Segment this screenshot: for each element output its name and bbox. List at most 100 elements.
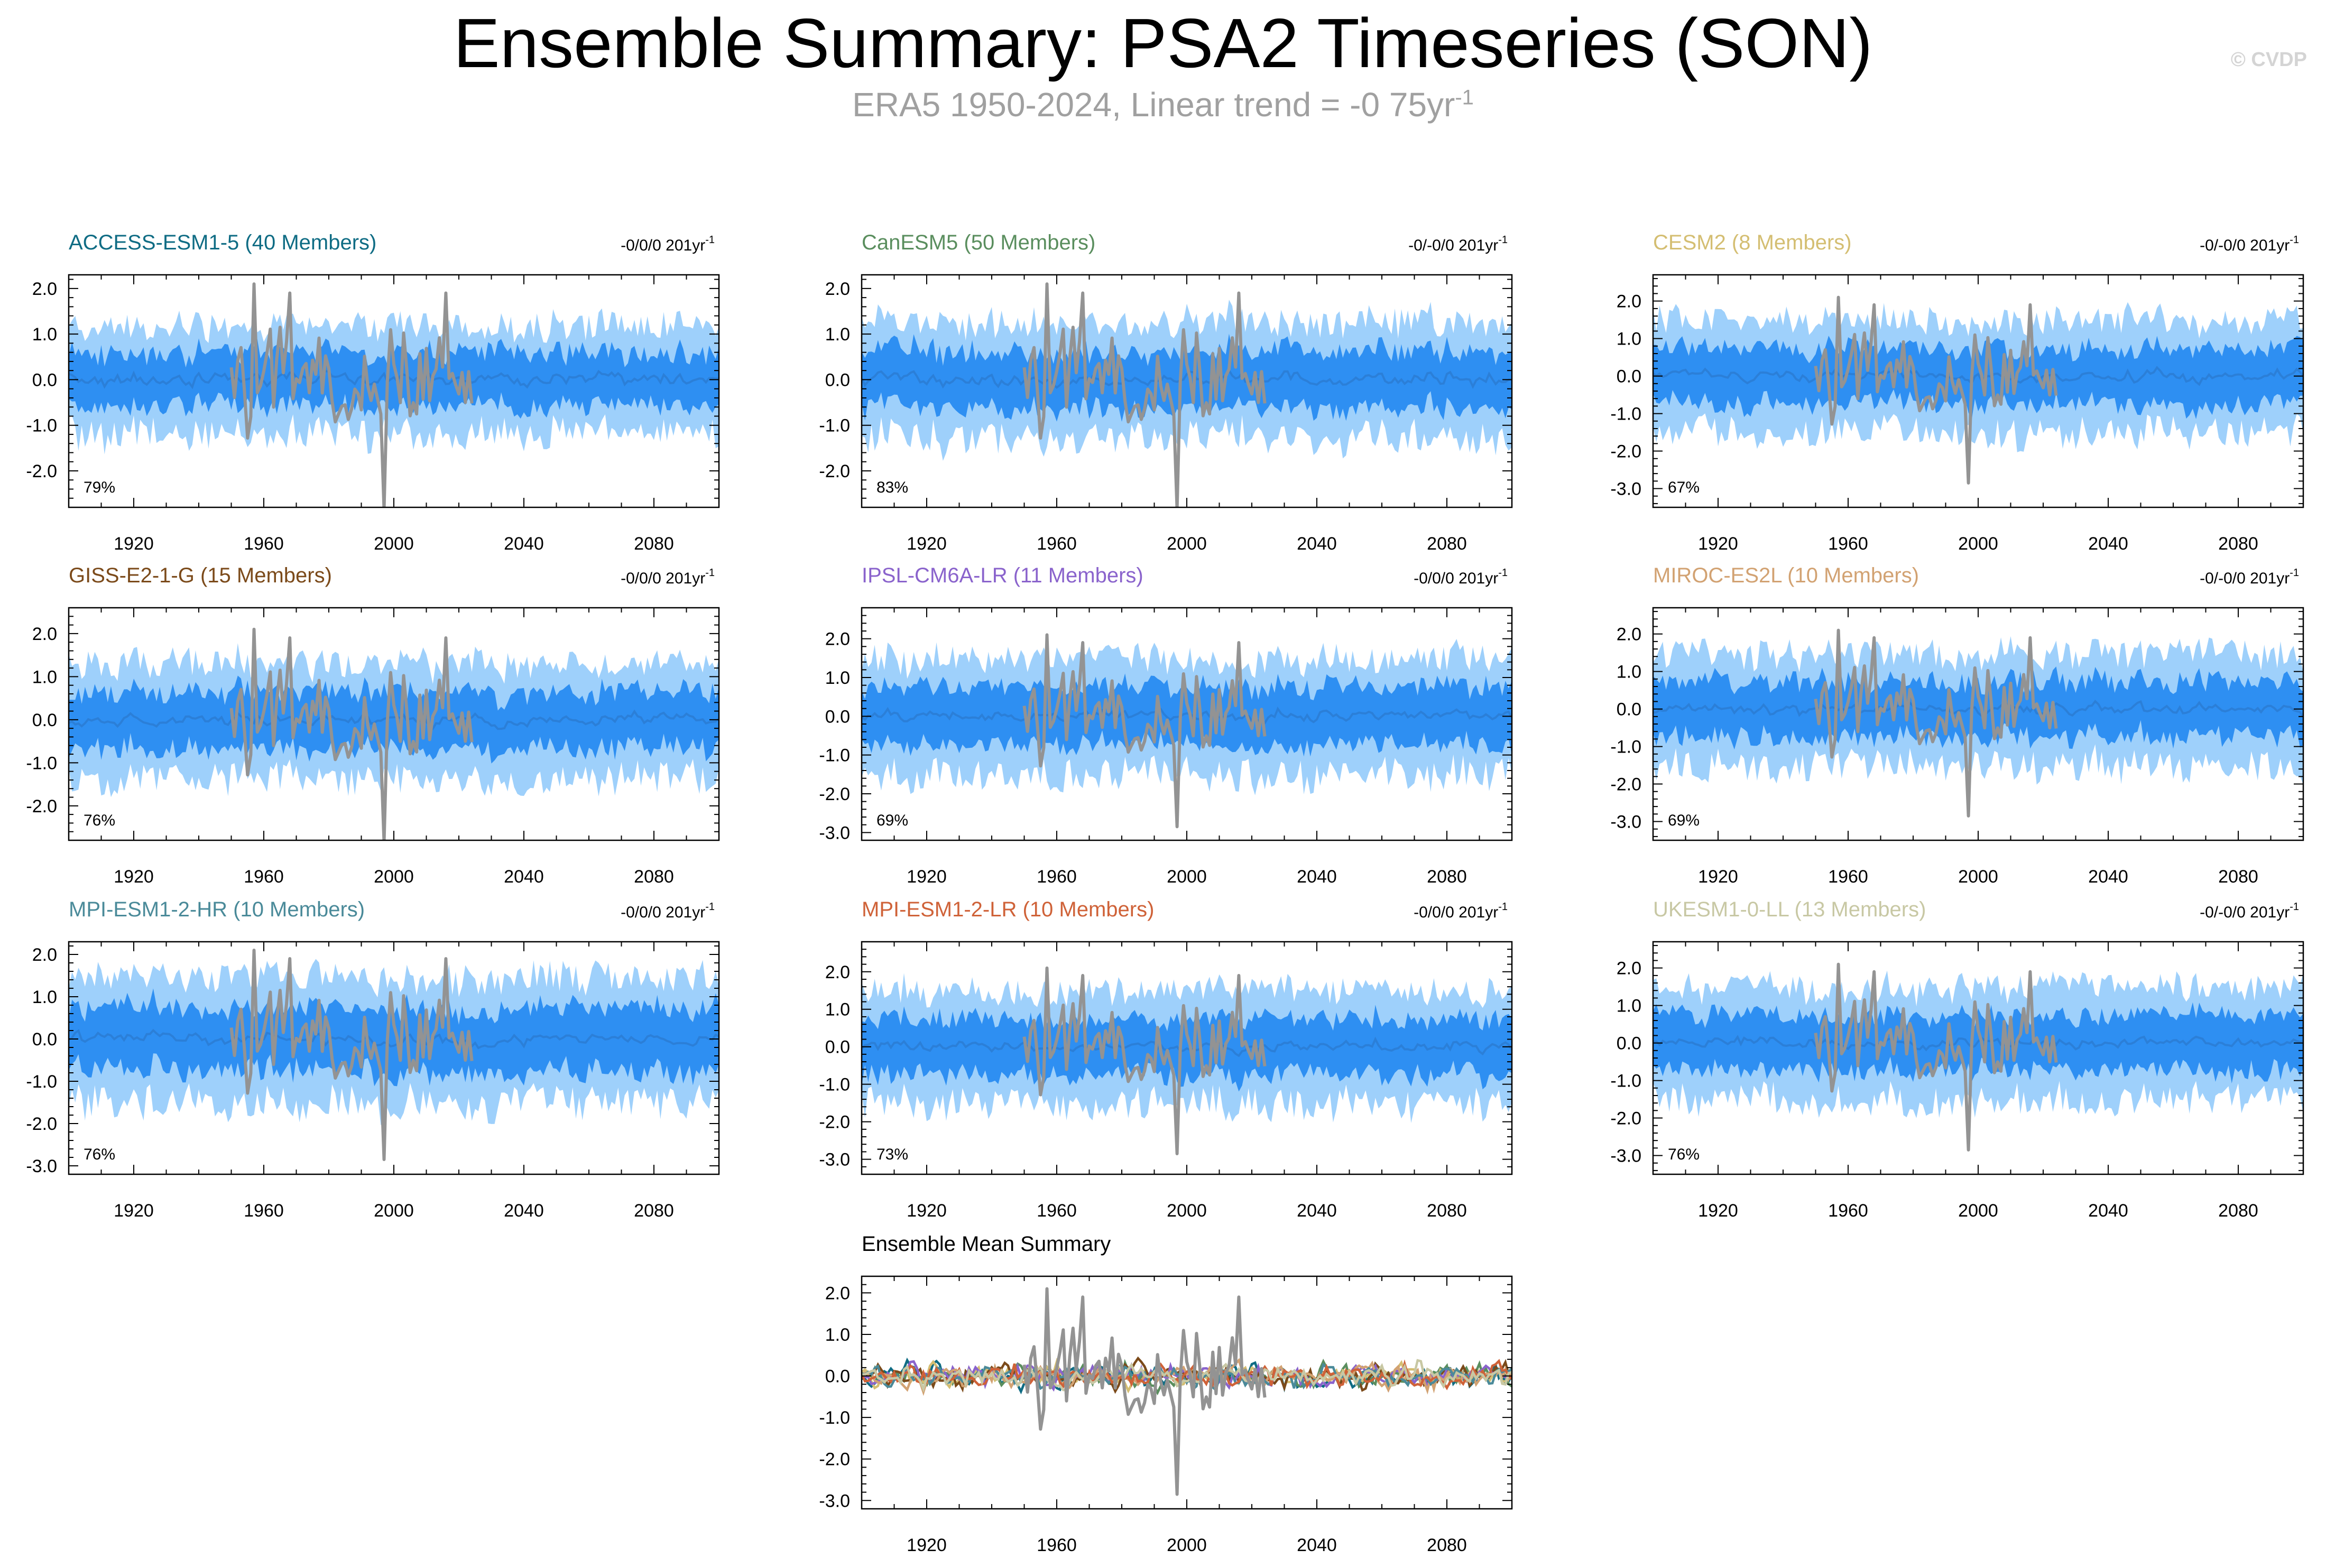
panel-trend: -0/-0/0 201yr-1 <box>2200 901 2299 921</box>
y-tick-label: 1.0 <box>825 324 850 345</box>
ensemble-inner-band <box>862 673 1512 757</box>
ensemble-inner-band <box>69 988 719 1087</box>
x-tick-label: 1920 <box>114 1201 154 1221</box>
y-tick-label: -2.0 <box>1610 442 1641 462</box>
y-tick-label: -1.0 <box>1610 404 1641 424</box>
x-tick-label: 2040 <box>1297 1201 1337 1221</box>
panel-trend: -0/0/0 201yr-1 <box>621 234 715 254</box>
x-tick-label: 2080 <box>1427 867 1467 887</box>
y-tick-label: -2.0 <box>819 1112 850 1133</box>
y-tick-label: 2.0 <box>32 279 57 299</box>
panel-percent: 69% <box>876 812 908 829</box>
x-tick-label: 1920 <box>114 534 154 554</box>
y-tick-label: -1.0 <box>26 416 57 436</box>
plot-frame <box>861 607 1513 841</box>
x-tick-label: 2040 <box>2088 1201 2128 1221</box>
subtitle-superscript: -1 <box>1455 86 1474 109</box>
x-tick-label: 1960 <box>1037 1201 1077 1221</box>
y-tick-label: -1.0 <box>26 1072 57 1092</box>
panel-percent: 83% <box>876 479 908 496</box>
y-tick-label: 2.0 <box>32 945 57 965</box>
x-tick-label: 1920 <box>907 534 947 554</box>
x-tick-label: 2080 <box>2218 534 2258 554</box>
observation-line <box>1022 1287 1267 1496</box>
observation-line <box>1022 282 1267 507</box>
panel-percent: 76% <box>1668 1146 1700 1163</box>
panel-0: 1920 1960 2000 2040 2080 -2.0 -1.0 0.0 1.0 2.0 ACC… <box>26 231 720 554</box>
panel-trend: -0/0/0 201yr-1 <box>1414 901 1508 921</box>
plot-frame <box>1652 607 2304 841</box>
plot-area <box>69 282 719 507</box>
y-tick-label: -1.0 <box>26 753 57 773</box>
x-tick-label: 1920 <box>1698 1201 1738 1221</box>
y-tick-label: -3.0 <box>819 823 850 843</box>
trend-text: -0/0/0 201yr <box>621 237 705 254</box>
y-tick-label: -3.0 <box>26 1156 57 1176</box>
y-tick-label: -3.0 <box>819 1150 850 1170</box>
plot-area <box>862 282 1512 507</box>
x-tick-label: 2040 <box>504 534 544 554</box>
panel-6: 1920 1960 2000 2040 2080 -3.0 -2.0 -1.0 0.0 1.0 2.… <box>26 898 720 1221</box>
plot-frame <box>861 941 1513 1175</box>
ensemble-mean-line <box>862 368 1512 389</box>
ensemble-mean-line <box>862 1036 1512 1057</box>
plot-area <box>1653 295 2303 485</box>
plot-area <box>862 633 1512 829</box>
plot-area <box>862 966 1512 1155</box>
y-tick-label: 2.0 <box>825 1283 850 1303</box>
plot-frame <box>861 1275 1513 1510</box>
trend-superscript: -1 <box>1498 567 1508 579</box>
panel-5: 1920 1960 2000 2040 2080 -3.0 -2.0 -1.0 0.0 1.0 2.… <box>1610 564 2304 887</box>
trend-superscript: -1 <box>705 234 715 246</box>
panel-title: MPI-ESM1-2-LR (10 Members) <box>862 898 1154 921</box>
x-tick-label: 1960 <box>1828 1201 1868 1221</box>
x-tick-label: 1920 <box>907 1535 947 1555</box>
ensemble-mean-line <box>69 1028 719 1050</box>
x-tick-label: 2040 <box>2088 534 2128 554</box>
panel-summary: 1920 1960 2000 2040 2080 -3.0 -2.0 -1.0 0.0 1.0 2.… <box>819 1232 1513 1555</box>
plot-frame <box>1652 941 2304 1175</box>
y-tick-label: 0.0 <box>1617 367 1641 387</box>
y-tick-label: 0.0 <box>1617 700 1641 720</box>
panel-3: 1920 1960 2000 2040 2080 -2.0 -1.0 0.0 1.0 2.0 GIS… <box>26 564 720 887</box>
panel-title: ACCESS-ESM1-5 (40 Members) <box>69 231 376 254</box>
y-tick-label: 0.0 <box>1617 1034 1641 1054</box>
cvdp-watermark: © CVDP <box>2230 49 2307 71</box>
ensemble-mean-line <box>69 709 719 730</box>
y-tick-label: -2.0 <box>819 461 850 481</box>
y-tick-label: 1.0 <box>32 667 57 687</box>
trend-text: -0/-0/0 201yr <box>2200 570 2290 587</box>
y-tick-label: -2.0 <box>26 796 57 817</box>
panel-title: CanESM5 (50 Members) <box>862 231 1095 254</box>
panel-1: 1920 1960 2000 2040 2080 -2.0 -1.0 0.0 1.0 2.0 Can… <box>819 231 1513 554</box>
x-tick-label: 2000 <box>1167 534 1207 554</box>
figure-subtitle: ERA5 1950-2024, Linear trend = -0 75yr-1 <box>0 85 2326 125</box>
y-tick-label: -2.0 <box>26 1114 57 1134</box>
plot-area <box>1653 962 2303 1152</box>
y-tick-label: -2.0 <box>819 1450 850 1470</box>
y-tick-label: 1.0 <box>1617 996 1641 1016</box>
panel-title: IPSL-CM6A-LR (11 Members) <box>862 564 1143 587</box>
plot-area <box>69 949 719 1161</box>
x-tick-label: 1960 <box>1828 534 1868 554</box>
x-tick-label: 2000 <box>1958 1201 1998 1221</box>
x-tick-label: 2000 <box>374 867 414 887</box>
panel-percent: 67% <box>1668 479 1700 496</box>
plot-area <box>1653 628 2303 818</box>
y-tick-label: -3.0 <box>1610 479 1641 499</box>
y-tick-label: 1.0 <box>1617 329 1641 349</box>
x-tick-label: 1960 <box>1828 867 1868 887</box>
x-tick-label: 1920 <box>907 867 947 887</box>
x-tick-label: 1920 <box>1698 534 1738 554</box>
panel-4: 1920 1960 2000 2040 2080 -3.0 -2.0 -1.0 0.0 1.0 2.… <box>819 564 1513 887</box>
y-tick-label: -1.0 <box>819 1075 850 1095</box>
x-tick-label: 2040 <box>504 1201 544 1221</box>
plot-frame <box>68 941 720 1175</box>
observation-line <box>1814 628 2058 818</box>
plot-frame <box>68 607 720 841</box>
observation-line <box>1814 295 2058 485</box>
y-tick-label: 2.0 <box>825 279 850 299</box>
ensemble-mean-line <box>1653 1035 2303 1052</box>
y-tick-label: 1.0 <box>825 668 850 688</box>
